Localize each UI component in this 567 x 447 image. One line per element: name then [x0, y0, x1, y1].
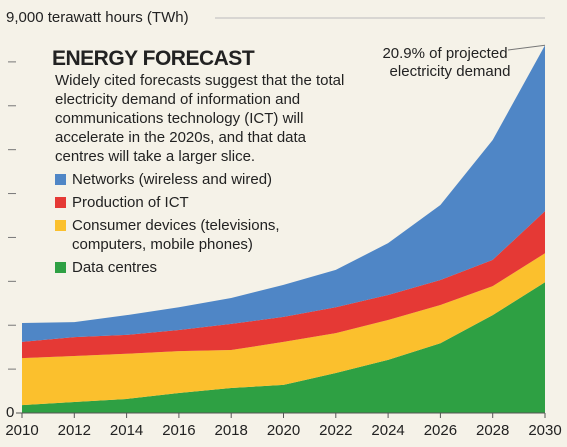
- legend-item: Consumer devices (televisions, computers…: [55, 216, 352, 254]
- legend-swatch: [55, 220, 66, 231]
- chart-title: ENERGY FORECAST: [52, 47, 255, 70]
- area: [22, 211, 545, 359]
- text-panel: ENERGY FORECAST Widely cited forecasts s…: [52, 47, 352, 277]
- x-tick-label: 2030: [528, 422, 561, 439]
- area: [22, 282, 545, 413]
- x-tick-label: 2026: [424, 422, 457, 439]
- legend-item: Networks (wireless and wired): [55, 170, 352, 189]
- x-tick-label: 2010: [5, 422, 38, 439]
- annotation: 20.9% of projected electricity demand: [382, 45, 510, 80]
- x-tick-label: 2014: [110, 422, 143, 439]
- legend-swatch: [55, 197, 66, 208]
- x-tick-label: 2028: [476, 422, 509, 439]
- legend-swatch: [55, 262, 66, 273]
- legend-swatch: [55, 174, 66, 185]
- area: [22, 45, 545, 342]
- legend-label: Consumer devices (televisions, computers…: [72, 217, 280, 253]
- x-tick-label: 2024: [371, 422, 404, 439]
- x-tick-label: 2016: [162, 422, 195, 439]
- legend-item: Production of ICT: [55, 193, 352, 212]
- legend-label: Networks (wireless and wired): [72, 171, 273, 188]
- y-tick-label: 0: [6, 404, 14, 421]
- x-tick-label: 2012: [58, 422, 91, 439]
- legend: Networks (wireless and wired) Production …: [55, 170, 352, 277]
- annotation-leader: [507, 44, 546, 51]
- y-tick-label: 9,000 terawatt hours (TWh): [6, 9, 189, 26]
- area: [22, 253, 545, 406]
- legend-item: Data centres: [55, 258, 352, 277]
- legend-label: Production of ICT: [72, 194, 189, 211]
- x-tick-label: 2018: [215, 422, 248, 439]
- legend-label: Data centres: [72, 259, 158, 276]
- x-tick-label: 2020: [267, 422, 300, 439]
- x-tick-label: 2022: [319, 422, 352, 439]
- annotation-line: electricity demand: [390, 63, 511, 80]
- annotation-line: 20.9% of projected: [382, 45, 507, 62]
- chart-subtitle: Widely cited forecasts suggest that the …: [55, 72, 345, 165]
